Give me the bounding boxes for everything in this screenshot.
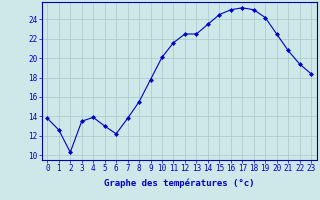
X-axis label: Graphe des températures (°c): Graphe des températures (°c) [104,179,254,188]
